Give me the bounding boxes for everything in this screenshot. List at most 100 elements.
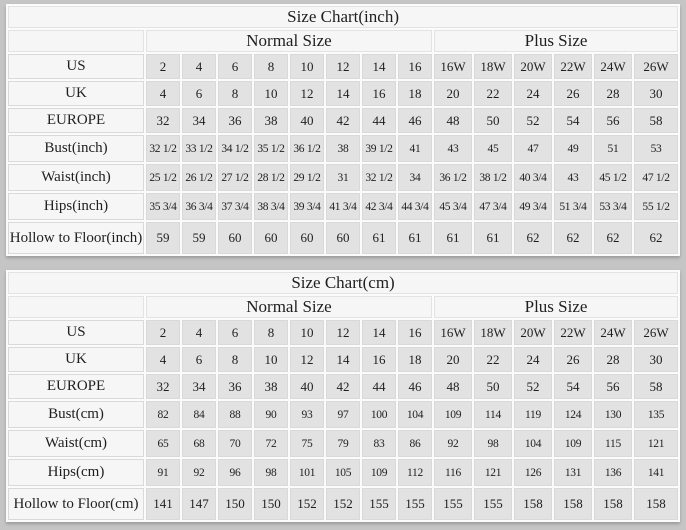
size-cell: 48 xyxy=(434,374,472,399)
size-cell: 28 1/2 xyxy=(254,164,288,191)
size-cell: 34 xyxy=(398,164,432,191)
size-cell: 43 xyxy=(554,164,592,191)
size-cell: 155 xyxy=(362,488,396,520)
size-cell: 36 3/4 xyxy=(182,193,216,220)
size-cell: 24W xyxy=(594,320,632,345)
size-cell: 35 1/2 xyxy=(254,135,288,162)
size-cell: 40 3/4 xyxy=(514,164,552,191)
size-cell: 41 3/4 xyxy=(326,193,360,220)
size-cell: 38 xyxy=(254,108,288,133)
size-cell: 141 xyxy=(634,459,679,486)
plus-size-header: Plus Size xyxy=(434,296,679,318)
size-cell: 62 xyxy=(554,222,592,254)
size-cell: 72 xyxy=(254,430,288,457)
size-cell: 16W xyxy=(434,320,472,345)
size-cell: 82 xyxy=(146,401,180,428)
size-chart-cm-table: Size Chart(cm) Normal Size Plus Size US 2… xyxy=(6,270,681,522)
size-cell: 18W xyxy=(474,320,512,345)
size-cell: 20W xyxy=(514,54,552,79)
size-cell: 31 xyxy=(326,164,360,191)
size-cell: 61 xyxy=(474,222,512,254)
size-cell: 53 xyxy=(634,135,679,162)
size-cell: 32 xyxy=(146,108,180,133)
size-cell: 70 xyxy=(218,430,252,457)
size-cell: 12 xyxy=(326,320,360,345)
size-cell: 158 xyxy=(594,488,632,520)
size-cell: 54 xyxy=(554,374,592,399)
size-cell: 130 xyxy=(594,401,632,428)
corner-cell xyxy=(8,296,144,318)
size-cell: 2 xyxy=(146,320,180,345)
size-cell: 155 xyxy=(434,488,472,520)
corner-cell xyxy=(8,30,144,52)
size-cell: 27 1/2 xyxy=(218,164,252,191)
size-cell: 28 xyxy=(594,81,632,106)
size-cell: 54 xyxy=(554,108,592,133)
size-cell: 158 xyxy=(554,488,592,520)
size-cell: 101 xyxy=(290,459,324,486)
size-cell: 56 xyxy=(594,374,632,399)
size-cell: 50 xyxy=(474,374,512,399)
size-cell: 83 xyxy=(362,430,396,457)
size-cell: 26W xyxy=(634,320,679,345)
size-cell: 36 1/2 xyxy=(434,164,472,191)
size-cell: 158 xyxy=(514,488,552,520)
table-row: Hollow to Floor(cm) 141 147 150 150 152 152 155… xyxy=(8,488,679,520)
size-cell: 61 xyxy=(398,222,432,254)
size-cell: 22 xyxy=(474,81,512,106)
size-cell: 115 xyxy=(594,430,632,457)
size-cell: 10 xyxy=(290,320,324,345)
size-cell: 58 xyxy=(634,108,679,133)
size-cell: 45 3/4 xyxy=(434,193,472,220)
size-cell: 12 xyxy=(290,81,324,106)
size-cell: 42 3/4 xyxy=(362,193,396,220)
size-cell: 10 xyxy=(290,54,324,79)
size-cell: 62 xyxy=(594,222,632,254)
row-label: Bust(inch) xyxy=(8,135,144,162)
row-label: Hips(inch) xyxy=(8,193,144,220)
size-cell: 51 3/4 xyxy=(554,193,592,220)
size-cell: 131 xyxy=(554,459,592,486)
size-cell: 47 xyxy=(514,135,552,162)
size-cell: 109 xyxy=(554,430,592,457)
size-cell: 116 xyxy=(434,459,472,486)
size-cell: 18 xyxy=(398,347,432,372)
size-cell: 32 xyxy=(146,374,180,399)
row-label: Bust(cm) xyxy=(8,401,144,428)
size-cell: 38 3/4 xyxy=(254,193,288,220)
size-cell: 141 xyxy=(146,488,180,520)
size-cell: 91 xyxy=(146,459,180,486)
size-cell: 10 xyxy=(254,81,288,106)
size-cell: 38 xyxy=(326,135,360,162)
table-row: US 2 4 6 8 10 12 14 16 16W 18W 20W 22W 24W 26W xyxy=(8,320,679,345)
size-cell: 55 1/2 xyxy=(634,193,679,220)
size-cell: 14 xyxy=(362,54,396,79)
size-cell: 14 xyxy=(326,347,360,372)
size-cell: 22W xyxy=(554,54,592,79)
size-cell: 28 xyxy=(594,347,632,372)
size-cell: 119 xyxy=(514,401,552,428)
table-row: Hips(cm) 91 92 96 98 101 105 109 112 116 121 126 131… xyxy=(8,459,679,486)
size-cell: 20W xyxy=(514,320,552,345)
size-cell: 16 xyxy=(398,54,432,79)
size-cell: 34 1/2 xyxy=(218,135,252,162)
size-cell: 158 xyxy=(634,488,679,520)
size-cell: 24W xyxy=(594,54,632,79)
size-cell: 40 xyxy=(290,108,324,133)
size-cell: 60 xyxy=(254,222,288,254)
size-cell: 61 xyxy=(362,222,396,254)
size-cell: 98 xyxy=(254,459,288,486)
row-label: EUROPE xyxy=(8,108,144,133)
size-cell: 22W xyxy=(554,320,592,345)
size-cell: 39 3/4 xyxy=(290,193,324,220)
size-cell: 8 xyxy=(254,54,288,79)
size-cell: 22 xyxy=(474,347,512,372)
row-label: US xyxy=(8,54,144,79)
size-cell: 65 xyxy=(146,430,180,457)
size-cell: 2 xyxy=(146,54,180,79)
size-cell: 47 3/4 xyxy=(474,193,512,220)
size-cell: 105 xyxy=(326,459,360,486)
size-cell: 46 xyxy=(398,374,432,399)
size-cell: 33 1/2 xyxy=(182,135,216,162)
